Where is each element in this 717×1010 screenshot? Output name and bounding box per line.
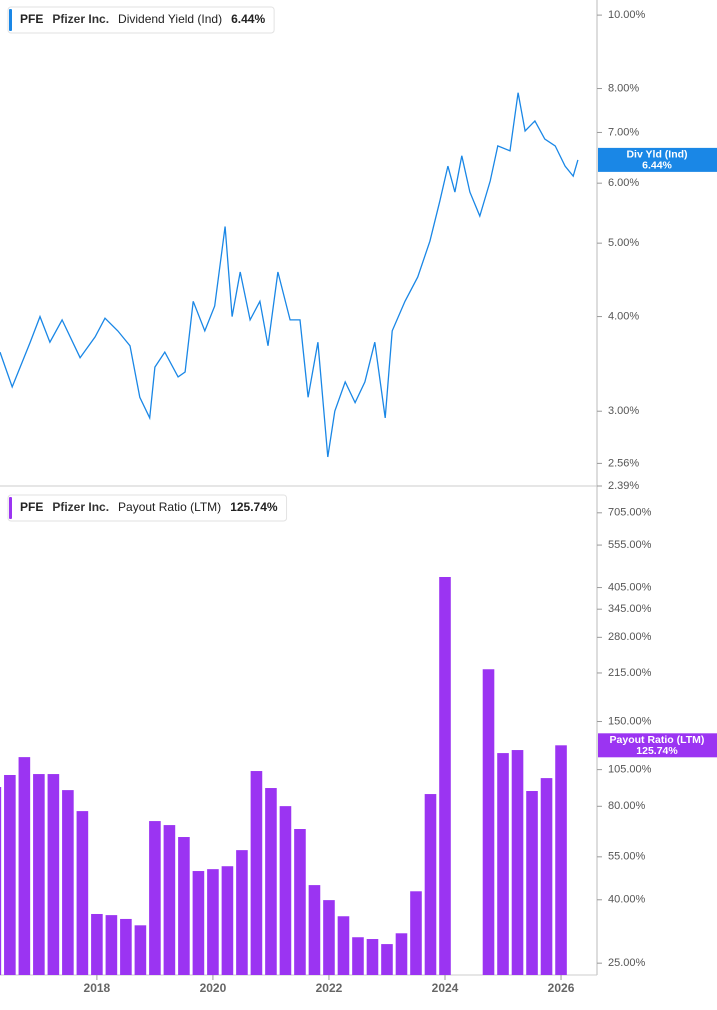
bar bbox=[192, 871, 205, 975]
legend-ticker: PFE bbox=[20, 12, 43, 26]
bar bbox=[265, 788, 277, 975]
y-tick-label: 405.00% bbox=[608, 581, 652, 593]
y-tick-label: 6.00% bbox=[608, 177, 639, 189]
bar bbox=[178, 837, 190, 975]
y-tick-label: 3.00% bbox=[608, 405, 639, 417]
legend-metric: Dividend Yield (Ind) bbox=[118, 12, 222, 26]
bar bbox=[497, 753, 509, 975]
bar bbox=[0, 787, 2, 975]
badge-value: 125.74% bbox=[636, 745, 678, 757]
bar bbox=[381, 944, 393, 975]
bar bbox=[424, 794, 437, 975]
bar bbox=[294, 829, 306, 975]
bar bbox=[207, 869, 219, 975]
y-tick-label: 80.00% bbox=[608, 800, 646, 812]
y-tick-label: 40.00% bbox=[608, 894, 646, 906]
bar bbox=[352, 937, 364, 975]
y-tick-label: 215.00% bbox=[608, 667, 652, 679]
bar bbox=[149, 821, 161, 975]
badge-name: Div Yld (Ind) bbox=[626, 149, 687, 161]
legend-box bbox=[7, 494, 288, 522]
legend-value: 125.74% bbox=[230, 500, 278, 514]
bar bbox=[279, 806, 292, 975]
legend-company: Pfizer Inc. bbox=[52, 12, 109, 26]
bar bbox=[221, 866, 234, 975]
bar bbox=[366, 939, 379, 975]
value-badge bbox=[598, 147, 717, 172]
legend-metric: Payout Ratio (LTM) bbox=[118, 500, 221, 514]
bar bbox=[33, 774, 45, 975]
bar bbox=[308, 885, 321, 975]
legend-color bbox=[9, 497, 12, 519]
y-tick-label: 705.00% bbox=[608, 507, 652, 519]
bar bbox=[18, 757, 31, 975]
bar bbox=[395, 933, 408, 975]
dividend-yield-line bbox=[0, 92, 579, 458]
bar bbox=[4, 774, 16, 975]
bar bbox=[62, 790, 74, 975]
bar bbox=[439, 576, 451, 975]
bar bbox=[555, 745, 567, 975]
legend-company: Pfizer Inc. bbox=[52, 500, 109, 514]
x-tick-label: 2018 bbox=[84, 981, 111, 995]
bar bbox=[323, 900, 335, 975]
x-tick-label: 2022 bbox=[316, 981, 343, 995]
y-tick-label: 55.00% bbox=[608, 851, 646, 863]
bar bbox=[163, 825, 176, 975]
y-tick-label: 105.00% bbox=[608, 764, 652, 776]
legend-box bbox=[7, 6, 275, 34]
bar bbox=[410, 891, 422, 975]
bar bbox=[526, 791, 538, 975]
legend-color bbox=[9, 9, 12, 31]
bar bbox=[134, 925, 147, 975]
x-tick-label: 2024 bbox=[432, 981, 459, 995]
y-tick-label: 2.56% bbox=[608, 457, 639, 469]
y-tick-label: 8.00% bbox=[608, 82, 639, 94]
badge-name: Payout Ratio (LTM) bbox=[610, 734, 705, 746]
value-badge bbox=[598, 733, 717, 758]
y-tick-label: 2.39% bbox=[608, 480, 639, 492]
y-tick-label: 280.00% bbox=[608, 631, 652, 643]
y-tick-label: 345.00% bbox=[608, 603, 652, 615]
bar bbox=[120, 918, 132, 975]
y-tick-label: 4.00% bbox=[608, 310, 639, 322]
x-tick-label: 2020 bbox=[200, 981, 227, 995]
bar bbox=[47, 774, 60, 975]
bar bbox=[105, 915, 118, 975]
bar bbox=[482, 669, 495, 975]
y-tick-label: 555.00% bbox=[608, 539, 652, 551]
y-tick-label: 10.00% bbox=[608, 9, 646, 21]
legend-value: 6.44% bbox=[231, 12, 265, 26]
bar bbox=[250, 771, 263, 975]
bar bbox=[337, 916, 350, 975]
legend-ticker: PFE bbox=[20, 500, 43, 514]
bar bbox=[511, 750, 524, 975]
bar bbox=[540, 778, 553, 975]
y-tick-label: 5.00% bbox=[608, 237, 639, 249]
bar bbox=[236, 850, 248, 975]
badge-value: 6.44% bbox=[642, 160, 672, 172]
x-tick-label: 2026 bbox=[548, 981, 575, 995]
bar bbox=[76, 811, 89, 975]
y-tick-label: 150.00% bbox=[608, 715, 652, 727]
y-tick-label: 7.00% bbox=[608, 126, 639, 138]
bar bbox=[91, 913, 103, 975]
y-tick-label: 25.00% bbox=[608, 957, 646, 969]
